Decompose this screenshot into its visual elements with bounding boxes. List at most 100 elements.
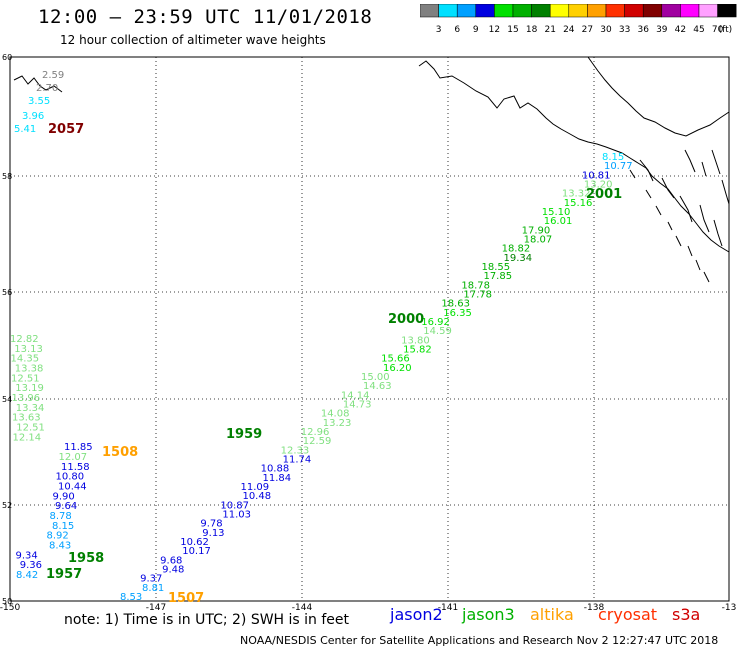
lon-label: -13 bbox=[722, 603, 737, 612]
satellite-altika: altika bbox=[530, 605, 574, 624]
swh-value: 14.14 bbox=[341, 390, 370, 401]
coastline-islands-2 bbox=[684, 149, 730, 205]
swh-value: 13.96 bbox=[12, 393, 41, 404]
pass-time-label: 1958 bbox=[68, 551, 104, 566]
swh-value: 13.19 bbox=[15, 383, 44, 394]
legend-label: 3 bbox=[436, 25, 442, 35]
coastline-inlet bbox=[587, 56, 730, 137]
legend-label: 21 bbox=[544, 25, 555, 35]
swh-value: 15.00 bbox=[361, 372, 390, 383]
legend-label: 33 bbox=[619, 25, 630, 35]
swh-value: 18.07 bbox=[524, 235, 553, 246]
swh-value: 5.41 bbox=[14, 124, 36, 135]
swh-value: 16.01 bbox=[544, 216, 573, 227]
swh-value: 10.87 bbox=[220, 500, 249, 511]
swh-value: 11.74 bbox=[283, 455, 312, 466]
swh-value: 11.58 bbox=[61, 462, 90, 473]
pass-time-label: 1959 bbox=[226, 427, 262, 442]
swh-value: 9.78 bbox=[200, 519, 222, 530]
lat-label: 56 bbox=[2, 288, 12, 297]
legend-label: 70 bbox=[712, 25, 724, 35]
coastline bbox=[13, 56, 730, 283]
legend-unit: (ft) bbox=[719, 25, 733, 35]
swh-value: 10.44 bbox=[58, 482, 87, 493]
swh-value: 3.96 bbox=[22, 111, 44, 122]
swh-value: 8.15 bbox=[52, 521, 74, 532]
legend-label: 15 bbox=[507, 25, 518, 35]
swh-value: 8.43 bbox=[49, 541, 71, 552]
pass-time-label: 1507 bbox=[168, 591, 204, 606]
legend-label: 42 bbox=[675, 25, 686, 35]
swh-value: 14.59 bbox=[423, 326, 452, 337]
swh-value: 10.88 bbox=[261, 464, 290, 475]
swh-value: 12.82 bbox=[10, 334, 39, 345]
swh-value: 18.82 bbox=[502, 244, 531, 255]
swh-value: 10.62 bbox=[180, 537, 209, 548]
lon-label: -144 bbox=[292, 603, 313, 612]
swh-value: 11.09 bbox=[241, 482, 270, 493]
legend-label: 30 bbox=[600, 25, 612, 35]
swh-value: 16.35 bbox=[443, 308, 472, 319]
lat-label: 60 bbox=[2, 53, 12, 62]
swh-value: 2.70 bbox=[36, 83, 58, 94]
pass-time-label: 2001 bbox=[586, 187, 622, 202]
swh-value: 19.34 bbox=[504, 253, 533, 264]
map-frame bbox=[9, 56, 730, 602]
swh-value: 8.42 bbox=[16, 570, 38, 581]
map-canvas: -150 -147 -144 -141 -138 -13 60 58 56 54 52 50 2.59… bbox=[0, 53, 736, 612]
swh-value: 11.85 bbox=[64, 442, 93, 453]
lat-lon-grid bbox=[10, 57, 729, 601]
swh-value: 12.59 bbox=[303, 436, 332, 447]
wave-height-observations: 2.592.703.553.965.418.1510.7710.8113.201… bbox=[10, 70, 633, 603]
page-title: 12:00 – 23:59 UTC 11/01/2018 bbox=[38, 6, 373, 28]
swh-value: 12.51 bbox=[16, 423, 45, 434]
lon-label: -138 bbox=[584, 603, 605, 612]
swh-value: 12.33 bbox=[281, 445, 310, 456]
lat-label: 52 bbox=[2, 501, 12, 510]
coastline-kenai bbox=[13, 75, 63, 93]
satellite-jason2: jason2 bbox=[390, 605, 443, 624]
swh-value: 10.80 bbox=[56, 472, 85, 483]
coastline-islands-1 bbox=[639, 159, 723, 247]
swh-value: 16.92 bbox=[421, 317, 450, 328]
coastline-islands-3 bbox=[629, 169, 710, 283]
swh-value: 13.80 bbox=[401, 335, 430, 346]
satellite-s3a: s3a bbox=[672, 605, 701, 624]
legend-label: 24 bbox=[563, 25, 575, 35]
legend-label: 9 bbox=[473, 25, 479, 35]
swh-value: 14.63 bbox=[363, 381, 392, 392]
swh-value: 18.78 bbox=[461, 280, 490, 291]
swh-value: 9.37 bbox=[140, 574, 162, 585]
satellite-cryosat: cryosat bbox=[598, 605, 658, 624]
swh-value: 17.78 bbox=[463, 290, 492, 301]
swh-value: 17.90 bbox=[522, 225, 551, 236]
footer-note: note: 1) Time is in UTC; 2) SWH is in fe… bbox=[64, 612, 350, 628]
swh-value: 13.38 bbox=[15, 364, 44, 375]
legend-label: 6 bbox=[454, 25, 460, 35]
swh-value: 18.55 bbox=[482, 262, 511, 273]
swh-value: 14.73 bbox=[343, 400, 372, 411]
lat-label: 50 bbox=[2, 597, 12, 606]
swh-value: 11.84 bbox=[263, 473, 292, 484]
swh-value: 15.10 bbox=[542, 207, 571, 218]
pass-time-label: 1957 bbox=[46, 567, 82, 582]
swh-value: 14.35 bbox=[11, 354, 40, 365]
swh-value: 8.53 bbox=[120, 592, 142, 603]
swh-value: 13.20 bbox=[584, 180, 613, 191]
legend-label: 36 bbox=[637, 25, 649, 35]
credit-line: NOAA/NESDIS Center for Satellite Applica… bbox=[240, 634, 719, 647]
swh-value: 10.77 bbox=[604, 161, 633, 172]
swh-value: 13.23 bbox=[323, 418, 352, 429]
swh-value: 9.48 bbox=[162, 565, 184, 576]
swh-value: 14.08 bbox=[321, 409, 350, 420]
swh-value: 8.81 bbox=[142, 583, 164, 594]
swh-value: 9.64 bbox=[55, 501, 77, 512]
swh-value: 17.85 bbox=[483, 271, 512, 282]
axis-labels: -150 -147 -144 -141 -138 -13 60 58 56 54 52 50 bbox=[0, 53, 736, 612]
swh-value: 2.59 bbox=[42, 70, 64, 81]
swh-value: 9.68 bbox=[160, 555, 182, 566]
swh-value: 8.15 bbox=[602, 152, 624, 163]
swh-value: 12.07 bbox=[59, 452, 88, 463]
lat-label: 58 bbox=[2, 172, 12, 181]
swh-value: 13.63 bbox=[12, 413, 41, 424]
